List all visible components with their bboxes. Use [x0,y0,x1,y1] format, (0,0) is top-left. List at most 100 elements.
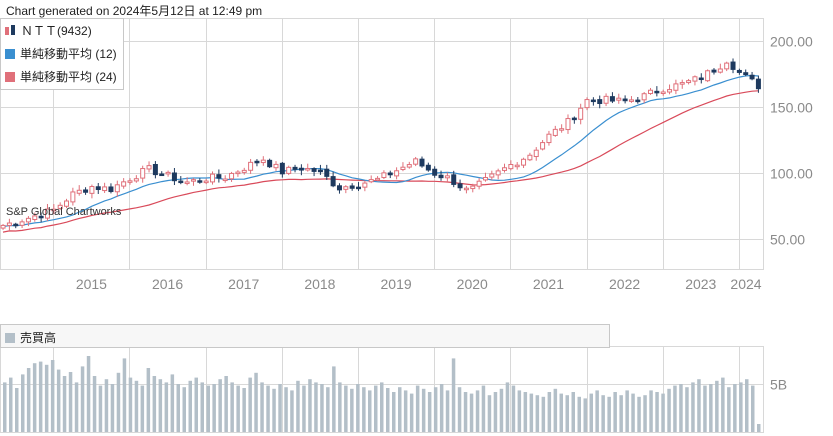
candle-body [241,169,247,173]
candle-body [622,98,628,102]
candle-body [394,170,400,177]
candle-body [267,159,273,168]
candle-body [521,158,527,166]
candle-body [114,184,120,193]
candle-body [349,185,355,189]
volume-bar [529,393,534,432]
x-tick-label: 2022 [609,276,640,292]
candle-body [13,223,19,227]
candle-body [628,99,634,102]
candle-body [470,185,476,190]
volume-bar [451,358,456,432]
volume-bar [224,376,228,432]
candle-body [438,174,444,179]
volume-bar [302,385,306,432]
volume-bar [242,388,246,432]
legend-item-volume[interactable]: 売買高 [5,329,56,346]
candle-body [44,208,50,219]
volume-bar [290,390,294,432]
volume-bar [74,382,79,432]
candle-body [356,186,362,190]
volume-bar [182,387,186,432]
candle-body [749,74,755,80]
volume-bar [218,379,222,432]
candle-body [514,164,520,168]
volume-bar [433,387,438,432]
volume-bar [535,395,540,432]
volume-bar [62,376,67,432]
volume-bar [415,385,420,432]
candle-body [57,204,63,209]
legend-item-ma12[interactable]: 単純移動平均 (12) [5,45,117,62]
candle-body [552,128,558,136]
legend-item-ma24[interactable]: 単純移動平均 (24) [5,68,117,85]
candle-body [508,164,514,170]
volume-bar [577,396,581,432]
candle-body [578,107,584,120]
volume-bar [326,387,330,432]
candle-body [0,224,6,229]
volume-bar [541,396,546,432]
candle-body [375,177,381,181]
volume-bar [601,395,605,432]
candle-body [102,186,108,192]
candle-body [711,69,717,73]
volume-bar [356,384,360,432]
volume-bar [80,366,85,432]
candle-body [546,133,552,144]
candle-body [451,174,457,185]
volume-bar [50,360,55,432]
candle-body [292,166,298,170]
volume-bar [86,356,91,432]
volume-bar [128,377,133,432]
candle-body [533,149,539,158]
volume-bar [751,385,755,432]
price-legend: ＮＴＴ(9432) 単純移動平均 (12) 単純移動平均 (24) [0,18,124,90]
volume-bar [32,363,37,432]
candle-body [489,173,495,178]
volume-bar [481,385,486,432]
candle-body [190,179,196,182]
candle-body [311,168,317,172]
volume-bar [559,393,563,432]
volume-bar [392,392,396,432]
candle-body [368,179,374,183]
x-tick-label: 2019 [381,276,412,292]
volume-bar [727,387,731,432]
volume-bar [104,379,109,432]
candle-body [603,95,609,104]
candle-body [635,99,641,103]
y-tick-label: 50.00 [770,232,805,248]
volume-bar [445,390,450,432]
volume-bar [134,380,139,432]
candle-body [527,154,533,161]
volume-bar [308,379,312,432]
candle-body [178,180,184,184]
volume-bar [368,390,372,432]
volume-bar [505,382,510,432]
volume-bar [254,372,258,432]
volume-bar [643,395,647,432]
candle-body [248,161,254,171]
volume-bar [188,380,192,432]
volume-bar [116,372,121,432]
legend-item-price[interactable]: ＮＴＴ(9432) [5,22,92,39]
volume-bar [206,385,210,432]
candle-body [362,182,368,188]
legend-label-ma24: 単純移動平均 (24) [20,70,117,84]
candle-body [95,186,101,191]
volume-bar [146,368,151,432]
volume-bar [439,384,444,432]
volume-bar [212,384,216,432]
volume-bar [21,374,25,432]
candle-body [667,89,673,93]
volume-bar [475,390,480,432]
candle-body [686,80,692,84]
x-tick-label: 2018 [304,276,335,292]
candle-body [152,163,158,176]
candle-body [590,99,596,103]
candle-body [343,186,349,190]
candle-body [641,93,647,101]
candle-body [597,99,603,104]
candle-body [171,172,177,182]
